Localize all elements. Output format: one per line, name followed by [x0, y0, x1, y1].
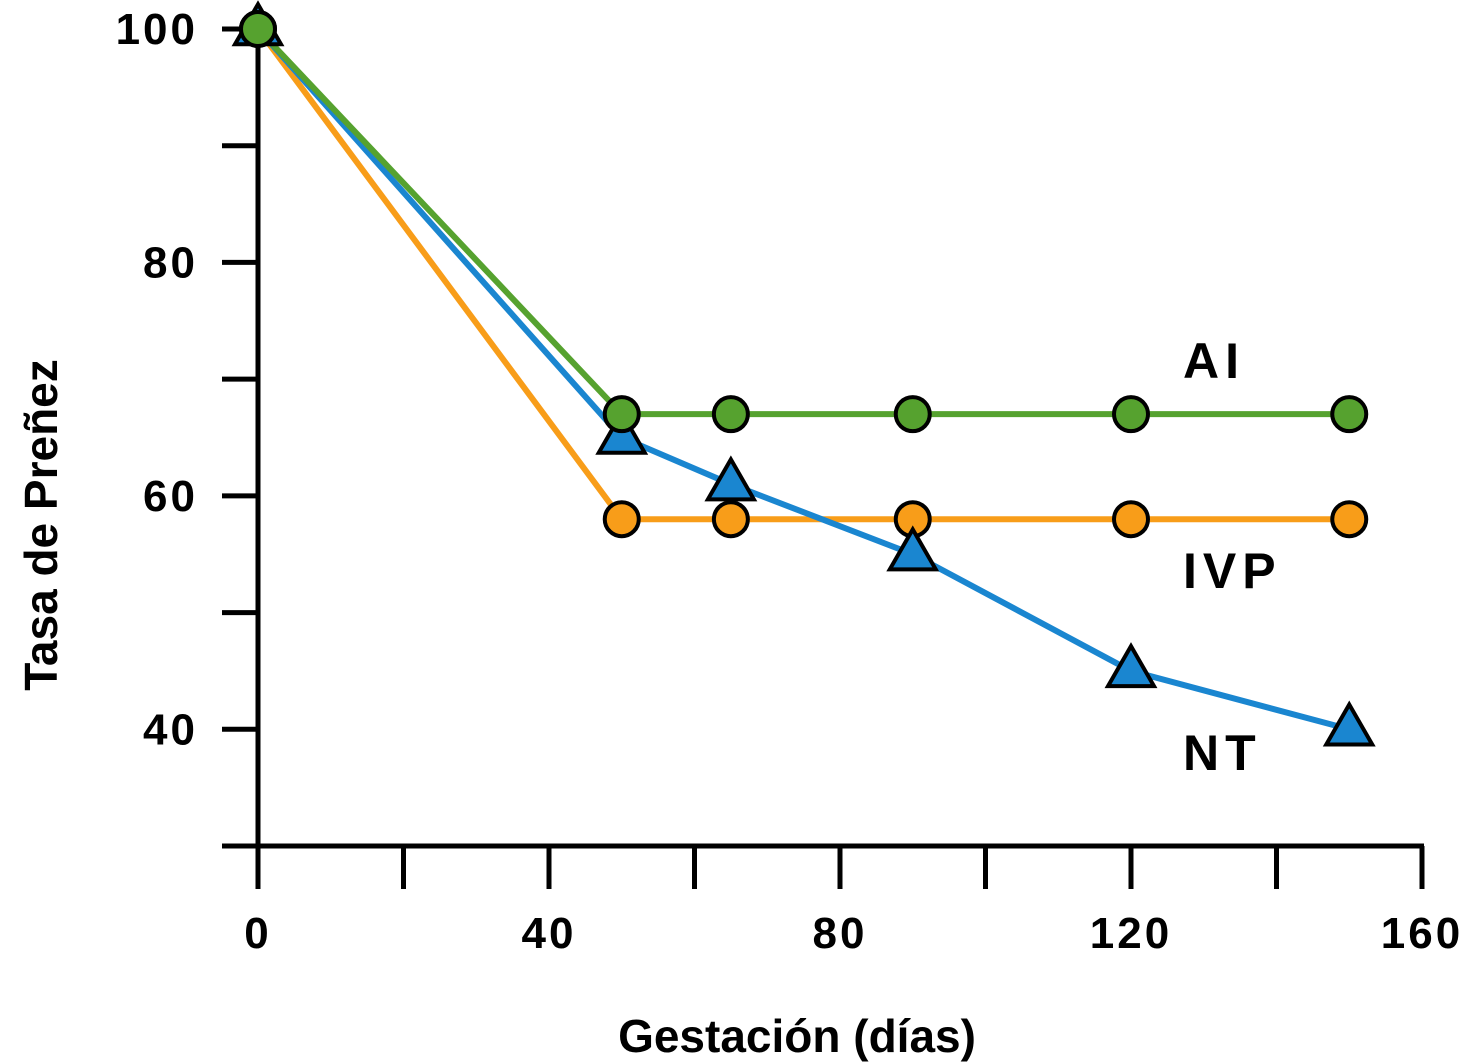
axes: 40 60 80 100 0 40 80 120 160: [116, 5, 1463, 958]
data-point-nt: [1322, 700, 1376, 747]
x-tick-label: 80: [813, 909, 868, 958]
series-markers: [231, 0, 1376, 747]
series-line-ai: [255, 26, 1350, 418]
series-labels: AI IVP NT: [1183, 333, 1282, 781]
data-point-ivp: [1112, 500, 1150, 539]
y-tick-label: 60: [143, 472, 198, 521]
x-tick-label: 40: [522, 909, 577, 958]
series-lines: [255, 26, 1351, 733]
y-axis-title: Tasa de Preñez: [15, 359, 67, 691]
series-label-nt: NT: [1183, 725, 1262, 781]
x-tick-label: 160: [1381, 909, 1463, 958]
series-line-ivp: [255, 27, 1350, 523]
series-label-ai: AI: [1183, 333, 1245, 389]
data-point-ai: [1330, 395, 1369, 434]
x-tick-label: 120: [1090, 909, 1172, 958]
data-point-ai: [602, 395, 641, 434]
x-tick-label: 0: [244, 909, 271, 958]
data-point-ai: [239, 10, 277, 48]
data-point-nt: [704, 455, 758, 502]
data-point-nt: [886, 525, 940, 572]
data-point-ivp: [711, 500, 750, 539]
y-tick-label: 100: [116, 5, 198, 54]
data-point-ai: [893, 395, 932, 434]
series-line-nt: [255, 27, 1351, 733]
data-point-nt: [1104, 642, 1158, 689]
data-point-ai: [1112, 395, 1150, 434]
data-point-ivp: [602, 500, 641, 539]
data-point-ai: [711, 395, 750, 434]
y-tick-label: 80: [143, 238, 198, 287]
series-label-ivp: IVP: [1183, 543, 1282, 599]
data-point-ivp: [1330, 500, 1369, 539]
x-axis-title: Gestación (días): [618, 1010, 976, 1062]
y-tick-label: 40: [143, 705, 198, 754]
